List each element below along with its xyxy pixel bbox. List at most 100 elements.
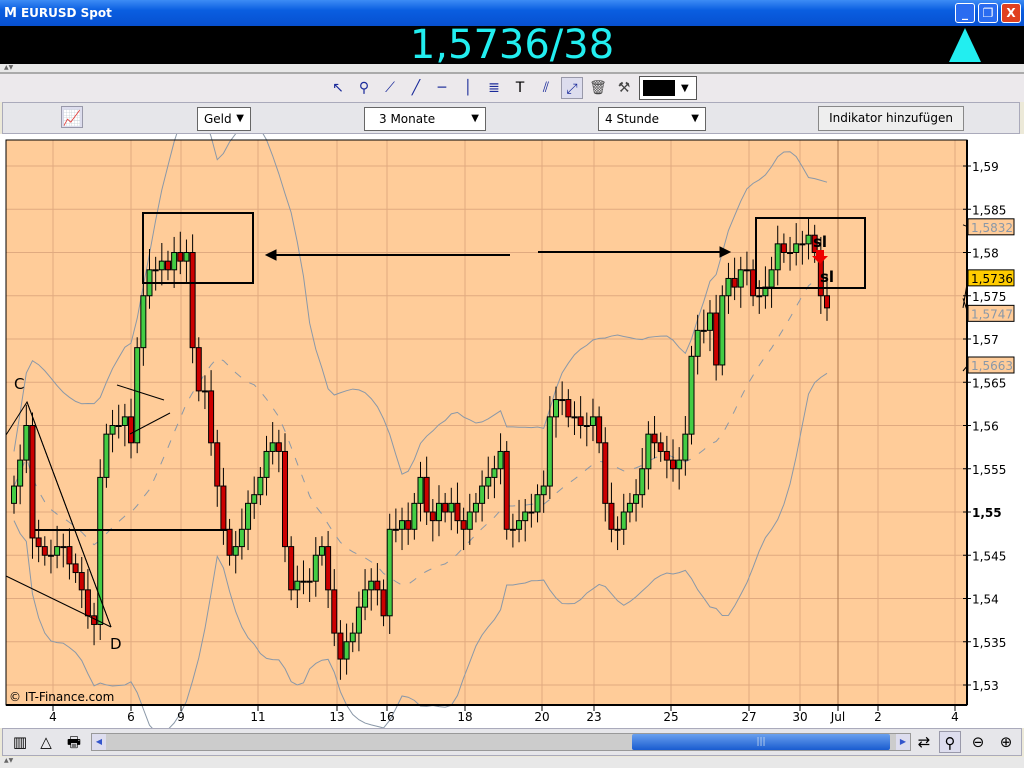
y-tick-label: 1,545 xyxy=(972,549,1006,563)
highlight-box-right[interactable] xyxy=(755,217,866,289)
parallel-channel-icon[interactable]: ⫽ xyxy=(542,80,550,96)
y-tick-label: 1,555 xyxy=(972,463,1006,477)
bullish-candle xyxy=(793,243,800,254)
text-tool-icon[interactable]: T xyxy=(515,80,525,96)
plot-border xyxy=(5,139,968,706)
bearish-candle xyxy=(195,347,202,392)
flag-lower-line[interactable] xyxy=(129,412,171,435)
restore-button[interactable]: ❐ xyxy=(978,3,998,23)
y-tick-label: 1,57 xyxy=(972,333,999,347)
vertical-line-icon[interactable]: │ xyxy=(463,80,473,96)
bullish-candle xyxy=(300,580,307,583)
bullish-candle xyxy=(743,269,750,272)
fibonacci-icon[interactable]: ≣ xyxy=(488,80,500,96)
bearish-candle xyxy=(331,589,338,634)
price-badge-label: 1,5747 xyxy=(971,307,1013,321)
bullish-candle xyxy=(257,476,264,496)
bearish-candle xyxy=(337,632,344,660)
chart-panel[interactable]: C D sl sl © IT-Finance.com 1,53 1,535 1,54… xyxy=(0,134,1024,728)
c-to-d-line[interactable] xyxy=(26,401,112,628)
bullish-candle xyxy=(362,589,369,608)
minimize-button[interactable]: _ xyxy=(955,3,975,23)
bullish-candle xyxy=(158,260,165,271)
flag-upper-line[interactable] xyxy=(116,384,165,401)
bullish-candle xyxy=(706,312,713,331)
x-tick-label: 18 xyxy=(457,710,472,724)
y-tick-label: 1,56 xyxy=(972,420,999,434)
collapse-handle[interactable]: ▲▼ xyxy=(0,757,1024,768)
bullish-candle xyxy=(620,511,627,530)
chevron-down-icon: ▼ xyxy=(471,113,479,124)
y-tick-label: 1,575 xyxy=(972,290,1006,304)
trend-line-icon[interactable]: ╱ xyxy=(411,80,421,96)
bearish-candle xyxy=(164,260,171,271)
x-tick-label: 25 xyxy=(663,710,678,724)
bullish-candle xyxy=(700,329,707,332)
zoom-out-icon[interactable]: ⊖ xyxy=(971,733,985,751)
band-price-badge xyxy=(967,218,1015,236)
bearish-candle xyxy=(577,416,584,427)
bullish-candle xyxy=(134,347,141,444)
candlestick-chart[interactable]: C D sl sl © IT-Finance.com 1,53 1,535 1,54… xyxy=(0,134,1024,728)
bullish-candle xyxy=(343,641,350,660)
pointer-icon[interactable]: ↖ xyxy=(332,80,344,96)
bullish-candle xyxy=(245,502,252,530)
scroll-left-icon[interactable]: ◀ xyxy=(92,734,106,750)
print-icon[interactable]: 🖶 xyxy=(66,733,82,751)
bullish-candle xyxy=(47,554,54,557)
bullish-candle xyxy=(485,476,492,487)
bullish-candle xyxy=(411,502,418,530)
tools-icon[interactable]: ⚒ xyxy=(617,80,631,96)
bullish-candle xyxy=(774,243,781,271)
bullish-candle xyxy=(140,295,147,349)
period-select[interactable]: 3 Monate ▼ xyxy=(364,107,486,131)
collapse-handle[interactable]: ▲▼ xyxy=(0,64,1024,72)
chart-style-icon[interactable]: 📈 xyxy=(61,106,83,128)
scroll-thumb[interactable]: ||| xyxy=(632,734,890,750)
line-color-select[interactable]: ▼ xyxy=(639,76,697,100)
candle-style-icon[interactable]: ▥ xyxy=(12,733,28,751)
x-tick-label: 4 xyxy=(49,710,57,724)
interval-select[interactable]: 4 Stunde ▼ xyxy=(598,107,706,131)
line-segment-icon[interactable]: ⟋ xyxy=(385,80,395,96)
y-tick-label: 1,58 xyxy=(972,247,999,261)
ray-line-icon[interactable]: ⤢ xyxy=(561,77,583,99)
bullish-candle xyxy=(238,528,245,548)
close-button[interactable]: X xyxy=(1001,3,1021,23)
bullish-candle xyxy=(799,243,806,246)
bullish-candle xyxy=(479,485,486,504)
highlight-box-left[interactable] xyxy=(142,212,254,284)
zoom-in-tool-icon[interactable]: ⚲ xyxy=(358,80,370,96)
add-indicator-button[interactable]: Indikator hinzufügen xyxy=(818,106,964,131)
bearish-candle xyxy=(226,528,233,556)
zoom-in-icon[interactable]: ⊕ xyxy=(999,733,1013,751)
reset-chart-icon[interactable]: ⇄ xyxy=(917,733,931,751)
bearish-candle xyxy=(503,450,510,530)
bullish-candle xyxy=(719,295,726,366)
bearish-candle xyxy=(565,399,572,418)
time-scrollbar[interactable]: ◀ ||| ▶ xyxy=(91,733,911,751)
chevron-down-icon: ▼ xyxy=(691,113,699,124)
auto-zoom-icon[interactable]: ⚲ xyxy=(939,731,961,753)
bullish-candle xyxy=(694,329,701,357)
x-tick-label: 30 xyxy=(792,710,807,724)
scroll-right-icon[interactable]: ▶ xyxy=(896,734,910,750)
bullish-candle xyxy=(109,425,116,435)
bullish-candle xyxy=(355,606,362,634)
x-tick-label: 20 xyxy=(534,710,549,724)
price-type-select[interactable]: Geld ▼ xyxy=(197,107,251,131)
title-bar: M EURUSD Spot _ ❐ X xyxy=(0,0,1024,26)
trash-icon[interactable]: 🗑 xyxy=(589,80,607,96)
y-tick-label: 1,59 xyxy=(972,160,999,174)
bullish-candle xyxy=(688,355,695,435)
horizontal-line-icon[interactable]: ─ xyxy=(437,80,447,96)
stop-loss-label: sl xyxy=(813,233,827,251)
stop-loss-label: sl xyxy=(820,268,834,286)
bullish-candle xyxy=(152,269,159,272)
bullish-candle xyxy=(633,494,640,504)
chart-types-icon[interactable]: △ xyxy=(40,733,52,751)
lower-trend-line[interactable] xyxy=(5,575,112,628)
copyright-label: © IT-Finance.com xyxy=(9,690,114,704)
price-badge-label: 1,5663 xyxy=(971,359,1013,373)
bullish-candle xyxy=(435,502,442,522)
